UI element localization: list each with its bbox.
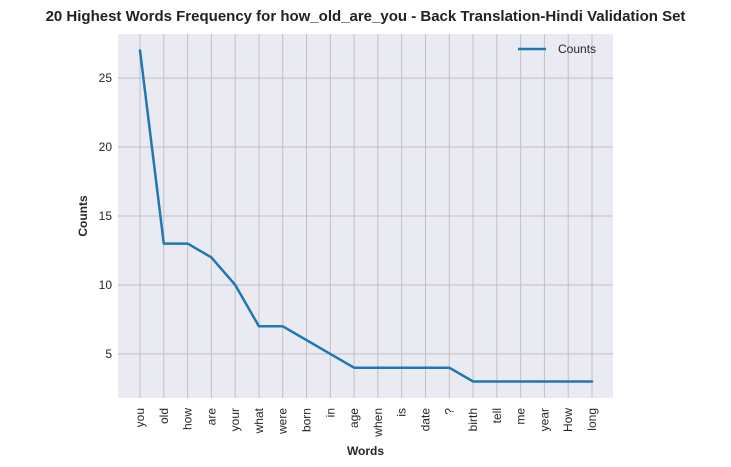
series-line: [138, 49, 594, 383]
x-tick-label: when: [371, 408, 385, 438]
x-tick-label: age: [347, 408, 361, 428]
series-lines: [138, 49, 594, 383]
y-axis-label: Counts: [76, 195, 90, 237]
x-tick-label: in: [323, 408, 337, 417]
x-tick-label: how: [181, 408, 195, 430]
x-tick-label: were: [276, 408, 290, 435]
x-tick-label: old: [157, 408, 171, 424]
x-tick-label: date: [418, 408, 432, 432]
x-tick-label: your: [228, 408, 242, 431]
y-tick-label: 15: [99, 209, 113, 223]
x-tick-label: birth: [466, 408, 480, 431]
legend-label: Counts: [558, 42, 596, 56]
x-tick-label: long: [585, 408, 599, 431]
legend: Counts: [518, 42, 596, 56]
y-tick-labels: 5 10 15 20 25: [99, 71, 113, 361]
x-tick-label: what: [252, 407, 266, 434]
x-tick-label: is: [395, 408, 409, 417]
x-tick-label: tell: [490, 408, 504, 423]
x-tick-label: you: [133, 408, 147, 427]
x-axis-label: Words: [347, 444, 384, 458]
x-tick-label: year: [537, 408, 551, 431]
x-tick-label: are: [204, 408, 218, 426]
grid: [118, 34, 613, 398]
x-tick-label: ?: [442, 408, 456, 415]
y-tick-label: 5: [105, 347, 112, 361]
chart-title: 20 Highest Words Frequency for how_old_a…: [45, 8, 686, 25]
x-tick-label: born: [300, 408, 314, 432]
x-tick-label: How: [561, 408, 575, 432]
y-tick-label: 20: [99, 140, 113, 154]
x-tick-label: me: [514, 408, 528, 425]
y-tick-label: 25: [99, 71, 113, 85]
x-tick-labels: you old how are your what were born in age when is d…: [133, 407, 599, 437]
y-tick-label: 10: [99, 278, 113, 292]
